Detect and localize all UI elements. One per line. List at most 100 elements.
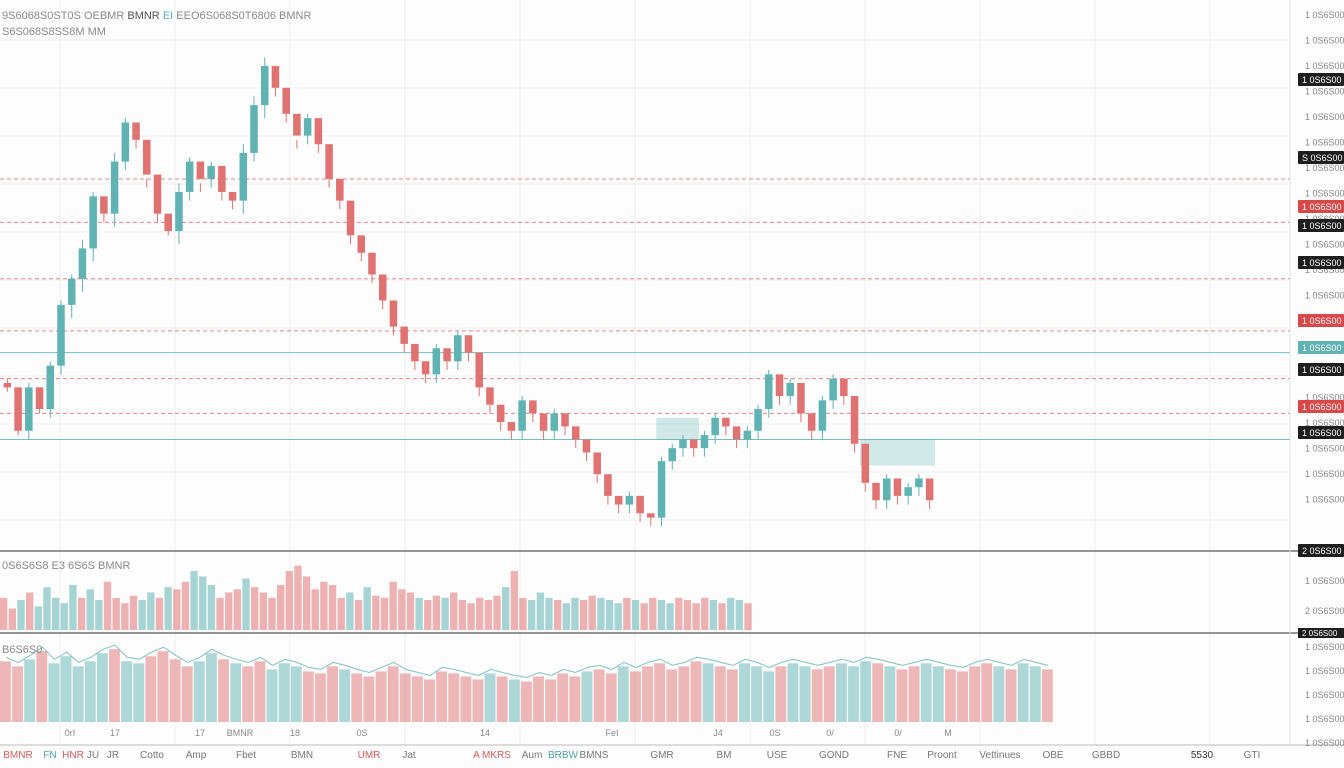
indicator-bar [36,651,48,722]
candle-body [368,252,376,275]
candle-body [636,495,644,514]
volume-bars [0,565,752,630]
volume-bar [77,597,86,630]
price-badge-bg [1298,341,1344,354]
indicator-bar [690,661,702,722]
volume-bar [181,581,190,630]
indicator-bar [436,671,448,722]
indicator-line [5,644,1049,679]
candle-body [786,383,794,397]
time-tick-upper: 18 [290,728,300,738]
time-tick-lower: JU [87,750,99,761]
volume-bar [553,600,562,630]
candle-body [389,300,398,327]
time-tick-lower: BMNS [580,750,609,761]
indicator-bar [290,666,302,722]
indicator-bar [751,666,763,722]
price-tick-label: 1 0S6S00 [1305,240,1344,250]
indicator-bar [96,653,108,722]
volume-bar [337,597,345,630]
volume-bar [605,600,614,630]
indicator-bar [678,666,690,722]
volume-bar [476,597,484,630]
candle-body [518,400,526,431]
candle-body [904,487,912,496]
indicator-bar [872,663,884,722]
candle-body [78,248,87,279]
price-badge: 1 0S6S00 [1302,221,1342,231]
indicator-tick-label: 1 0S6S00 [1305,738,1344,748]
indicator-bar [1017,663,1029,722]
candle-body [228,191,237,201]
candle-body [582,439,591,453]
volume-scale[interactable]: 1 0S6S00 2 0S6S00 2 0S6S00 [1298,576,1344,638]
indicator-bar [133,663,145,722]
price-tick-label: 1 0S6S00 [1305,444,1344,454]
indicator-bar [520,681,532,722]
volume-bar [458,600,467,630]
volume-bar [389,581,397,630]
volume-bar [121,603,129,630]
volume-bar [372,595,380,630]
indicator-bar [896,669,908,722]
volume-bar [657,600,666,630]
volume-bar [441,597,449,630]
time-tick-lower: 5530 [1191,750,1214,761]
candle-body [411,343,419,362]
indicator-bar [218,659,229,722]
indicator-bar [557,673,569,722]
indicator-bar [472,679,484,722]
price-badge-bg [1298,426,1344,439]
volume-bar [683,600,692,630]
indicator-bar [969,666,981,722]
indicator-bar [84,661,96,722]
indicator-bar [399,673,411,722]
volume-bar [545,597,553,630]
volume-bar [8,608,17,630]
legend-tag[interactable]: EI [162,10,174,22]
time-tick-lower: Fbet [236,750,256,761]
volume-tick-label: 1 0S6S00 [1305,576,1344,586]
volume-bar [251,587,259,630]
indicator-scale[interactable]: 1 0S6S00 1 0S6S00 1 0S6S00 1 0S6S00 1 0S6S00 [1305,642,1344,748]
candle-body [132,122,140,140]
indicator-bar [351,673,363,722]
price-badge: 2 0S6S00 [1302,546,1342,556]
time-tick-lower: Jat [402,750,416,761]
time-axis[interactable]: 0rI 17 17 BMNR 18 0S 14 FeI J4 0S 0/0/M BMNR FN HNR JU… [3,728,1260,761]
time-tick-lower: BMN [291,750,313,761]
candle-body [614,495,623,505]
price-scale[interactable]: 1 0S6S00 1 0S6S00 1 0S6S00 1 0S6S00 1 0S6S00… [1298,10,1344,557]
volume-badge: 2 0S6S00 [1302,629,1338,638]
indicator-bar [484,673,496,722]
legend-line2: S6S068S8SS8M MM [2,26,106,38]
time-tick-lower: GTI [1244,750,1261,761]
candle-body [110,161,119,214]
indicator-bar [411,676,423,722]
candle-body [743,430,752,440]
volume-bar [588,595,596,630]
price-badge: S 0S6S00 [1302,153,1343,163]
price-tick-label: 1 0S6S00 [1305,10,1344,20]
indicator-bar [278,663,290,722]
time-tick-lower: Aum [522,750,543,761]
price-tick-label: 1 0S6S00 [1305,61,1344,71]
candle-body [732,426,741,440]
price-badge-bg [1298,73,1344,86]
time-tick-lower: UMR [358,750,381,761]
volume-bar [579,600,588,630]
indicator-bar [957,671,968,722]
time-tick-lower: BM [717,750,732,761]
legend-symbol[interactable]: BMNR [127,10,160,22]
volume-bar [328,585,337,630]
candle-body [250,105,258,153]
volume-bar [510,571,519,630]
volume-bar [320,581,328,630]
volume-bar [138,600,146,630]
volume-bar [562,603,570,630]
volume-bar [380,597,389,630]
indicator-bar [302,671,314,722]
volume-bar [363,587,371,630]
candle-body [711,417,719,436]
